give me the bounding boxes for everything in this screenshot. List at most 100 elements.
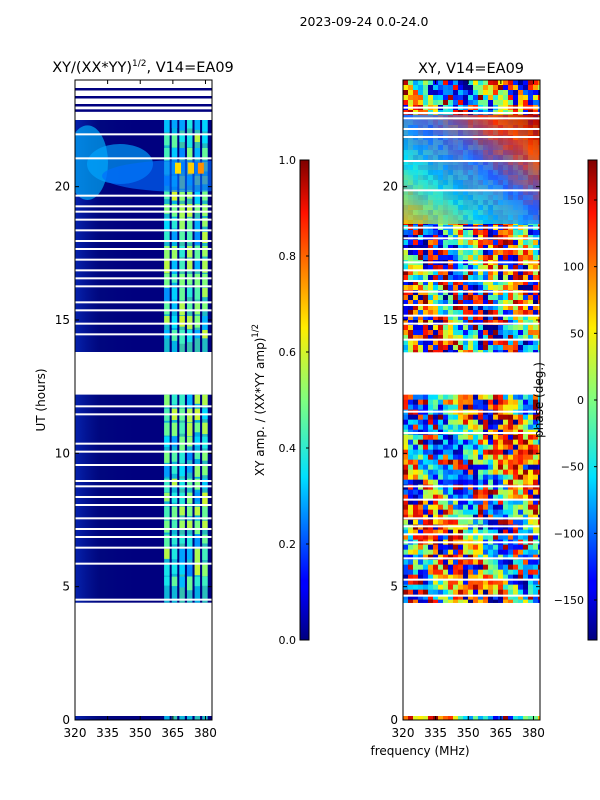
phase-cell (443, 534, 449, 540)
phase-cell (533, 424, 539, 430)
phase-cell (428, 295, 434, 301)
phase-cell (423, 474, 429, 480)
phase-cell (533, 414, 539, 420)
amplitude-rfi-cell (186, 422, 193, 437)
phase-cell (423, 584, 429, 590)
phase-cell (473, 439, 479, 445)
phase-cell (428, 589, 434, 595)
phase-cell (483, 310, 489, 316)
amplitude-rfi-cell (179, 260, 185, 272)
phase-cell (508, 716, 514, 720)
phase-cell (458, 494, 464, 500)
phase-cell (478, 594, 484, 600)
phase-cell (498, 95, 504, 101)
phase-cell (458, 100, 464, 106)
phase-cell (418, 594, 424, 600)
phase-cell (408, 479, 414, 485)
phase-cell (403, 335, 409, 341)
phase-flag-line (403, 594, 540, 597)
phase-cell (528, 255, 534, 261)
phase-cell (438, 350, 444, 353)
amplitude-axes-frame (74, 79, 213, 721)
phase-cell (448, 574, 454, 580)
phase-cell (503, 574, 509, 580)
phase-colorbar-tick-label: −150 (554, 594, 584, 607)
phase-cell (478, 464, 484, 470)
phase-cell (523, 554, 529, 560)
amplitude-rfi-cell (202, 218, 208, 227)
phase-cell (518, 544, 524, 550)
phase-cell (448, 474, 454, 480)
phase-cell (438, 419, 444, 425)
amplitude-flag-line (75, 442, 212, 445)
phase-cell (528, 325, 534, 331)
phase-cell (463, 255, 469, 261)
phase-cell (468, 529, 474, 535)
amplitude-rfi-cell (171, 450, 178, 462)
phase-cell (503, 589, 509, 595)
amplitude-rfi-cell (186, 204, 193, 217)
phase-cell (483, 404, 489, 410)
phase-cell (448, 80, 454, 86)
amplitude-rfi-cell (186, 394, 193, 409)
phase-cell (473, 549, 479, 555)
phase-cell (513, 305, 519, 311)
phase-cell (448, 449, 454, 455)
phase-cell (428, 509, 434, 515)
phase-cell (498, 549, 504, 555)
phase-cell (508, 434, 514, 440)
phase-cell (488, 414, 494, 420)
phase-cell (418, 315, 424, 321)
phase-cell (408, 554, 414, 560)
phase-flag-line (403, 136, 540, 138)
phase-cell (513, 534, 519, 540)
phase-cell (513, 464, 519, 470)
phase-cell (403, 394, 409, 400)
phase-cell (403, 594, 409, 600)
phase-cell (458, 534, 464, 540)
phase-cell (483, 574, 489, 580)
phase-cell (423, 594, 429, 600)
phase-cell (428, 599, 434, 603)
amplitude-flag-line (75, 301, 212, 304)
phase-cell (483, 414, 489, 420)
phase-cell (443, 514, 449, 520)
phase-cell (518, 330, 524, 336)
phase-cell (428, 345, 434, 351)
phase-cell (453, 564, 459, 570)
amplitude-y-tick-label: 15 (55, 313, 70, 327)
phase-cell (403, 245, 409, 251)
amplitude-flag-line (75, 405, 212, 408)
phase-cell (423, 504, 429, 510)
phase-cell (513, 280, 519, 286)
phase-cell (463, 504, 469, 510)
phase-cell (418, 270, 424, 276)
phase-cell (503, 519, 509, 525)
phase-cell (503, 444, 509, 450)
phase-cell (423, 514, 429, 520)
phase-cell (533, 574, 539, 580)
phase-cell (513, 285, 519, 291)
phase-cell (538, 404, 540, 410)
phase-cell (523, 335, 529, 341)
phase-cell (538, 315, 540, 321)
phase-cell (418, 474, 424, 480)
amplitude-hot-cell (188, 162, 195, 174)
phase-cell (423, 579, 429, 585)
phase-cell (513, 295, 519, 301)
phase-cell (528, 504, 534, 510)
phase-flag-line (403, 160, 540, 162)
phase-cell (498, 300, 504, 306)
phase-cell (458, 80, 464, 86)
phase-cell (428, 404, 434, 410)
phase-cell (523, 434, 529, 440)
phase-cell (518, 474, 524, 480)
phase-cell (483, 534, 489, 540)
phase-cell (448, 569, 454, 575)
phase-cell (508, 594, 514, 600)
phase-cell (508, 504, 514, 510)
amplitude-rfi-cell (202, 302, 208, 311)
phase-cell (508, 270, 514, 276)
phase-cell (408, 315, 414, 321)
phase-cell (443, 394, 449, 400)
